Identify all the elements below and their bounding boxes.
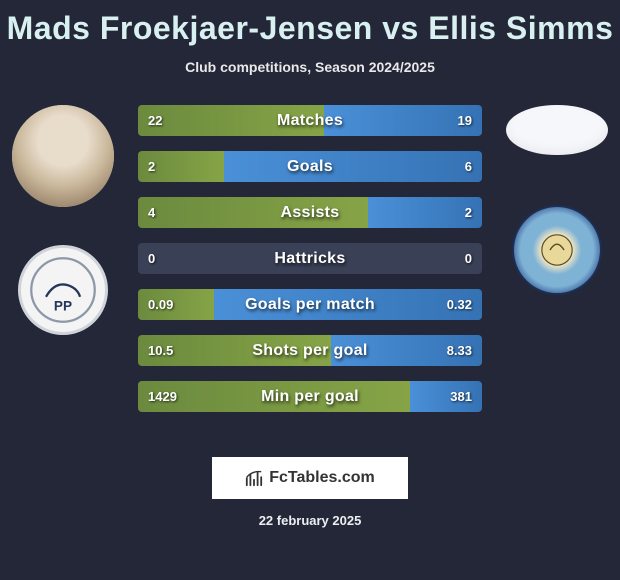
stat-label: Assists <box>138 197 482 228</box>
player-left-photo <box>12 105 114 207</box>
club-crest-icon: PP <box>29 256 97 324</box>
stat-label: Shots per goal <box>138 335 482 366</box>
subtitle: Club competitions, Season 2024/2025 <box>0 59 620 75</box>
svg-text:PP: PP <box>54 298 72 313</box>
date-text: 22 february 2025 <box>0 513 620 528</box>
watermark-text: FcTables.com <box>269 469 375 487</box>
player-right-club-badge <box>512 205 602 295</box>
player-right-column <box>502 105 612 295</box>
stat-bars: 2219Matches 26Goals 42Assists 00Hattricks 0.… <box>138 105 482 412</box>
stat-label: Hattricks <box>138 243 482 274</box>
stat-label: Goals per match <box>138 289 482 320</box>
player-right-photo <box>506 105 608 155</box>
watermark: FcTables.com <box>212 457 408 499</box>
player-left-column: PP <box>8 105 118 335</box>
stat-row: 0.090.32Goals per match <box>138 289 482 320</box>
fctables-logo-icon <box>245 469 263 487</box>
stat-label: Matches <box>138 105 482 136</box>
comparison-panel: PP 2219Matches 26Goals 42Assists 00Hattrick… <box>0 105 620 435</box>
stat-row: 10.58.33Shots per goal <box>138 335 482 366</box>
stat-row: 42Assists <box>138 197 482 228</box>
stat-label: Min per goal <box>138 381 482 412</box>
club-crest-icon <box>522 215 592 285</box>
stat-row: 1429381Min per goal <box>138 381 482 412</box>
page-title: Mads Froekjaer-Jensen vs Ellis Simms <box>0 0 620 47</box>
stat-row: 2219Matches <box>138 105 482 136</box>
stat-row: 26Goals <box>138 151 482 182</box>
stat-row: 00Hattricks <box>138 243 482 274</box>
stat-label: Goals <box>138 151 482 182</box>
player-left-club-badge: PP <box>18 245 108 335</box>
